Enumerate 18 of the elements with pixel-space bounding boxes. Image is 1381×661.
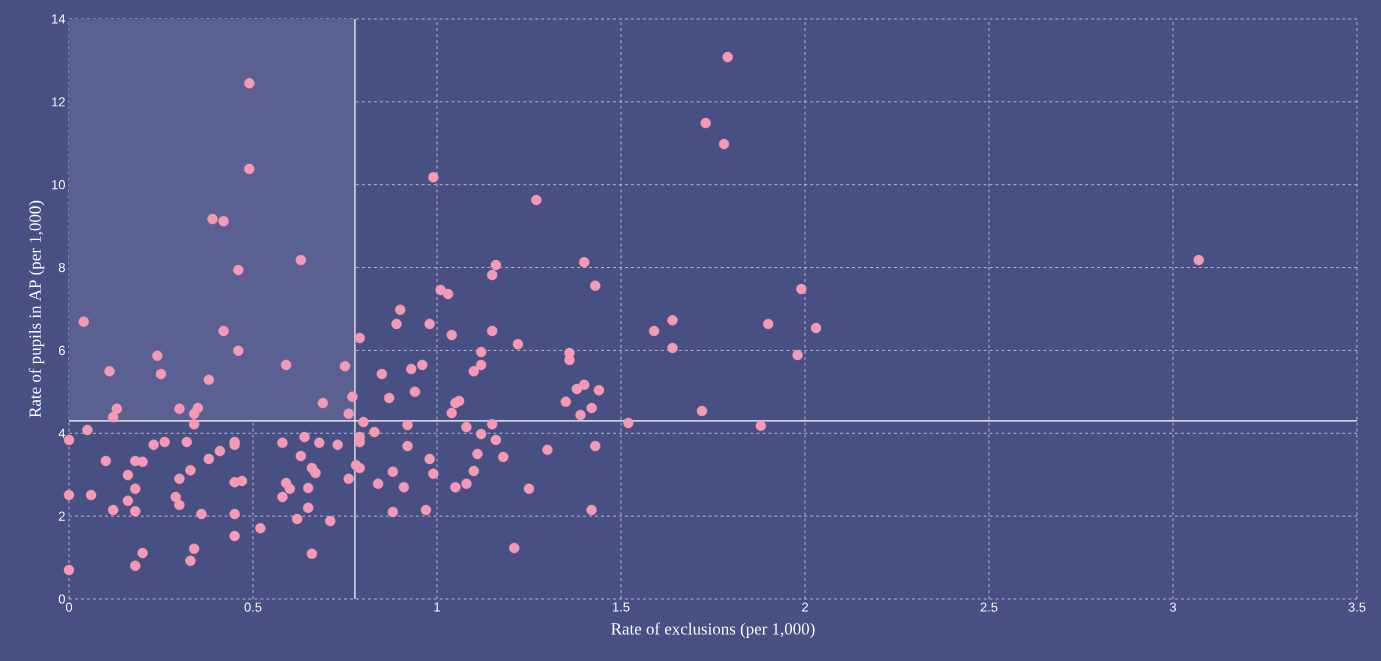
y-tick-label: 8 bbox=[58, 262, 65, 273]
x-axis-title: Rate of exclusions (per 1,000) bbox=[611, 622, 815, 639]
x-tick-label: 1.5 bbox=[612, 602, 630, 612]
x-tick-label: 1 bbox=[434, 602, 440, 612]
x-tick-label: 2.5 bbox=[980, 602, 998, 612]
x-tick-label: 2 bbox=[802, 602, 808, 612]
y-tick-label: 14 bbox=[52, 14, 66, 24]
y-tick-label: 10 bbox=[52, 180, 65, 190]
y-axis-title: Rate of pupils in AP (per 1,000) bbox=[28, 200, 45, 418]
y-tick-label: 6 bbox=[58, 345, 65, 355]
y-tick-label: 12 bbox=[52, 97, 65, 107]
x-tick-label: 0 bbox=[65, 602, 73, 612]
y-tick-label: 4 bbox=[58, 428, 66, 438]
x-tick-label: 3.5 bbox=[1348, 602, 1366, 612]
y-tick-label: 2 bbox=[58, 511, 65, 521]
x-tick-label: 3 bbox=[1169, 602, 1177, 612]
x-tick-label: 0.5 bbox=[244, 602, 262, 612]
y-tick-label: 0 bbox=[58, 594, 65, 604]
